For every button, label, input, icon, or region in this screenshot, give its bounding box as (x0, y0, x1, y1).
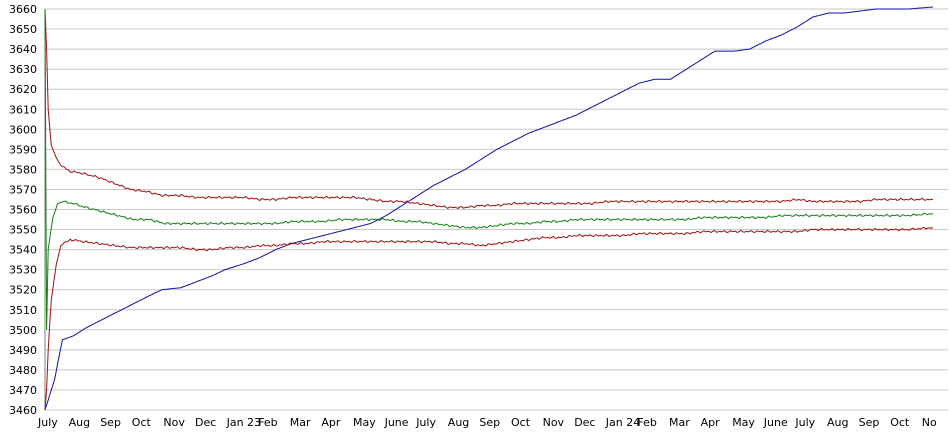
series-lines (44, 6, 934, 411)
y-tick-label: 3460 (9, 404, 37, 417)
x-tick-label: Aug (448, 416, 469, 429)
y-tick-label: 3630 (9, 63, 37, 76)
x-tick-label: Feb (258, 416, 277, 429)
y-tick-label: 3510 (9, 304, 37, 317)
y-tick-label: 3650 (9, 23, 37, 36)
x-tick-label: No (922, 416, 937, 429)
x-tick-label: Nov (163, 416, 185, 429)
x-tick-label: Aug (827, 416, 848, 429)
x-tick-label: Apr (321, 416, 341, 429)
y-tick-label: 3620 (9, 83, 37, 96)
x-tick-label: Feb (637, 416, 656, 429)
y-tick-label: 3520 (9, 284, 37, 297)
x-tick-label: May (353, 416, 376, 429)
series-line-3 (44, 226, 934, 411)
series-line-1 (44, 6, 934, 411)
series-line-2 (44, 8, 934, 210)
y-tick-label: 3570 (9, 183, 37, 196)
x-tick-label: July (415, 416, 436, 429)
x-tick-label: Jan 23 (226, 416, 261, 429)
y-axis: 3460 3470 3480 3490 3500 3510 3520 3530 3540 3550… (9, 3, 46, 417)
x-tick-label: Dec (574, 416, 595, 429)
x-tick-label: Oct (132, 416, 152, 429)
x-tick-label: Nov (543, 416, 565, 429)
y-tick-label: 3580 (9, 163, 37, 176)
y-tick-label: 3470 (9, 384, 37, 397)
x-tick-label: May (732, 416, 755, 429)
x-tick-label: Jan 24 (605, 416, 640, 429)
x-tick-label: Oct (511, 416, 531, 429)
x-tick-label: Mar (290, 416, 311, 429)
y-tick-label: 3530 (9, 264, 37, 277)
y-tick-label: 3560 (9, 204, 37, 217)
x-tick-label: June (763, 416, 788, 429)
y-tick-label: 3490 (9, 344, 37, 357)
x-tick-label: Apr (701, 416, 721, 429)
x-tick-label: Dec (195, 416, 216, 429)
x-tick-label: Aug (69, 416, 90, 429)
y-tick-label: 3640 (9, 43, 37, 56)
x-tick-label: Sep (479, 416, 500, 429)
x-tick-label: June (384, 416, 409, 429)
gridlines (45, 8, 948, 411)
y-tick-label: 3480 (9, 364, 37, 377)
y-tick-label: 3600 (9, 123, 37, 136)
series-line-4 (44, 8, 934, 330)
x-tick-label: Oct (890, 416, 910, 429)
x-tick-label: July (794, 416, 815, 429)
y-tick-label: 3660 (9, 3, 37, 16)
y-tick-label: 3590 (9, 143, 37, 156)
y-tick-label: 3540 (9, 244, 37, 257)
y-tick-label: 3550 (9, 224, 37, 237)
y-tick-label: 3500 (9, 324, 37, 337)
y-tick-label: 3610 (9, 103, 37, 116)
x-tick-label: Sep (859, 416, 880, 429)
x-tick-label: Sep (100, 416, 121, 429)
x-tick-label: July (37, 416, 58, 429)
x-tick-label: Mar (669, 416, 690, 429)
